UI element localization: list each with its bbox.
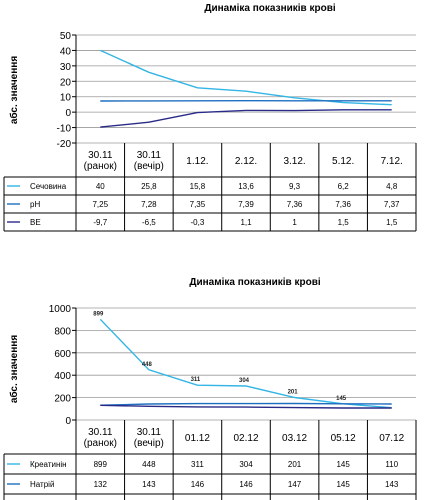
table-cell-value: 1,1 [240,218,252,227]
series-line-ВЕ [100,109,392,128]
y-tick-label: 10 [60,93,72,104]
legend-series-name: ВЕ [30,218,41,227]
data-label: 899 [93,311,104,317]
table-cell-value: 201 [288,460,302,469]
table-cell-value: 7,37 [384,200,400,209]
legend-series-name: Сечовина [30,182,67,191]
table-cell-value: 7,39 [238,200,254,209]
x-category-label: 30.11 [88,427,113,438]
y-tick-label: 0 [65,108,71,119]
x-category-label: (ранок) [84,161,117,172]
legend-series-name: Креатинін [30,460,67,469]
table-cell-value: 145 [336,480,350,489]
table-cell-value: 145 [336,460,350,469]
table-cell-value: -9,7 [93,218,107,227]
table-cell-value: 7,36 [287,200,303,209]
y-tick-label: -20 [57,139,72,150]
table-cell-value: 899 [94,460,108,469]
table-cell-value: 7,36 [335,200,351,209]
x-category-label: 03.12 [282,433,307,444]
x-category-label: (ранок) [84,438,117,449]
table-cell-value: 7,35 [190,200,206,209]
x-category-label: 2.12. [235,156,257,167]
table-cell-value: 1,5 [386,218,398,227]
table-cell-value: 25,8 [141,182,157,191]
table-cell-value: 15,8 [190,182,206,191]
table-cell-value: 1 [292,218,297,227]
x-category-label: 7.12. [381,156,403,167]
table-cell-value: 147 [288,480,302,489]
table-cell-value: 40 [96,182,105,191]
x-category-label: (вечір) [134,438,164,449]
legend-series-name: pH [30,200,40,209]
data-label: 304 [239,378,250,384]
table-cell-value: 6,2 [338,182,350,191]
table-cell-value: -6,5 [142,218,156,227]
y-tick-label: 30 [60,62,72,73]
y-tick-label: 400 [54,371,71,382]
x-category-label: 01.12 [185,433,210,444]
y-tick-label: -10 [57,124,72,135]
x-category-label: 5.12. [332,156,354,167]
table-cell-value: 146 [239,480,253,489]
table-cell-value: 311 [191,460,204,469]
y-tick-label: 1000 [49,304,72,315]
table-cell-value: 448 [142,460,156,469]
series-line-Гемоглобін [100,404,392,409]
y-tick-label: 0 [65,416,71,427]
y-tick-label: 40 [60,46,72,57]
chart-2-y-axis-label: абс. значення [8,335,20,403]
table-cell-value: 132 [94,480,108,489]
chart-2-title: Динаміка показників крові [189,277,320,288]
x-category-label: 30.11 [88,150,113,161]
table-cell-value: 1,5 [338,218,350,227]
table-cell-value: 110 [385,460,398,469]
chart-1-y-axis-label: абс. значення [8,56,20,124]
y-tick-label: 800 [54,326,71,337]
chart-2: 0 200 400 600 800 1000 899 448 311 304 201 145 30.11… [3,304,417,500]
table-cell-value: 143 [142,480,156,489]
x-category-label: 05.12 [331,433,356,444]
x-category-label: 02.12 [233,433,258,444]
x-category-label: (вечір) [134,161,164,172]
y-tick-label: 200 [54,394,71,405]
chart-1: -20-100102030405030.11(ранок)30.11(вечір… [3,31,417,232]
data-label: 145 [336,396,347,402]
table-cell-value: 143 [385,480,399,489]
table-cell-value: 4,8 [386,182,398,191]
data-label: 448 [142,362,153,368]
table-cell-value: 13,6 [238,182,254,191]
x-category-label: 1.12. [186,156,208,167]
data-label: 311 [191,377,201,383]
data-label: 201 [288,389,299,395]
y-tick-label: 20 [60,77,72,88]
series-line-Натрій [100,402,392,406]
table-cell-value: 7,25 [92,200,108,209]
x-category-label: 3.12. [283,156,305,167]
series-line-Сечовина [100,49,392,106]
table-cell-value: -0,3 [191,218,205,227]
y-tick-label: 600 [54,349,71,360]
x-category-label: 30.11 [137,427,162,438]
x-category-label: 07.12 [379,433,404,444]
y-tick-label: 50 [60,31,72,42]
chart-1-title: Динаміка показників крові [204,3,335,14]
legend-series-name: Натрій [30,480,54,489]
table-cell-value: 146 [191,480,205,489]
table-cell-value: 304 [239,460,253,469]
table-cell-value: 7,28 [141,200,157,209]
x-category-label: 30.11 [137,150,162,161]
table-cell-value: 9,3 [289,182,301,191]
